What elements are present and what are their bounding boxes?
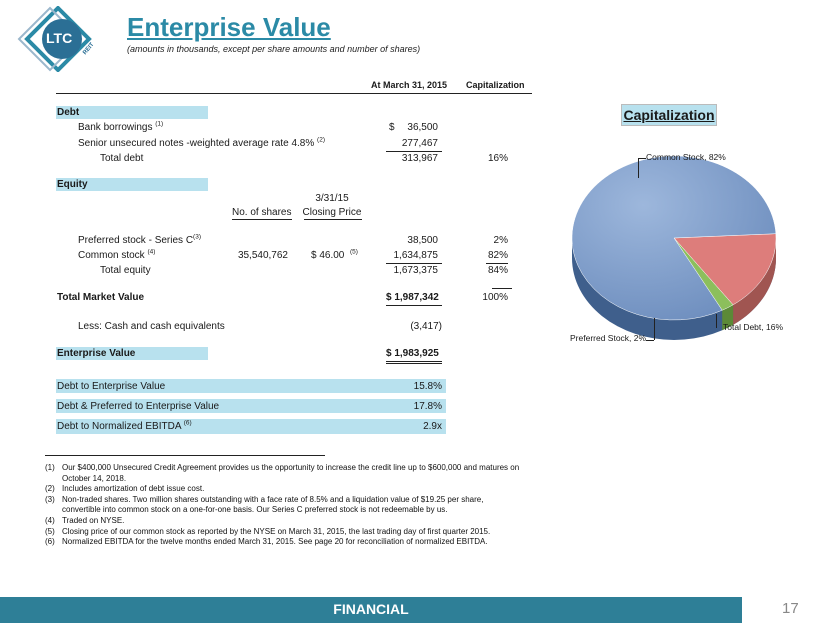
total-debt-label: Total debt: [100, 153, 144, 164]
ratio-label-3: Debt to Normalized EBITDA (6): [57, 419, 192, 432]
footnote-line: (3) Non-traded shares. Two million shares…: [45, 494, 484, 504]
total-market-value-pct: 100%: [482, 292, 508, 303]
equity-value-rule: [386, 263, 442, 264]
pie-leader-pref: [646, 340, 654, 341]
common-stock-shares: 35,540,762: [237, 250, 288, 261]
total-market-value-label: Total Market Value: [57, 292, 145, 303]
tmv-pct-top-rule: [492, 288, 512, 289]
footnote-line: (6) Normalized EBITDA for the twelve mont…: [45, 537, 488, 547]
total-debt-pct: 16%: [487, 153, 508, 164]
pie-leader-common-v: [638, 158, 639, 178]
equity-pct-rule: [486, 263, 508, 264]
cash-value: (3,417): [410, 321, 442, 332]
preferred-stock-pct: 2%: [493, 235, 508, 246]
footnote-line: October 14, 2018.: [62, 473, 127, 483]
common-stock-label: Common stock (4): [78, 248, 156, 261]
total-equity-value: 1,673,375: [393, 265, 439, 276]
header-rule: [56, 93, 532, 94]
bank-borrowings-value: 36,500: [407, 122, 438, 133]
pie-leader-common: [638, 158, 646, 159]
tmv-underline: [386, 305, 442, 306]
bank-borrowings-label: Bank borrowings (1): [78, 120, 164, 133]
pie-leader-pref-v: [654, 318, 655, 340]
debt-band: [56, 106, 208, 119]
ratio-value-2: 17.8%: [413, 401, 442, 412]
logo-text: LTC: [46, 30, 73, 46]
col-header-at-date: At March 31, 2015: [371, 80, 448, 90]
pie-leader-debt: [716, 314, 717, 328]
footnotes: (1) Our $400,000 Unsecured Credit Agreeme…: [45, 463, 519, 548]
enterprise-value-band: [56, 347, 208, 360]
common-stock-value: 1,634,875: [393, 250, 439, 261]
ratio-value-3: 2.9x: [423, 421, 442, 432]
preferred-stock-label: Preferred stock - Series C(3): [78, 233, 201, 246]
senior-notes-value: 277,467: [401, 138, 438, 149]
chart-title: Capitalization: [621, 104, 717, 126]
pie-side-pref: [722, 304, 734, 331]
pie-slice-common: [571, 155, 777, 321]
page-number: 17: [782, 600, 799, 617]
page-subtitle: (amounts in thousands, except per share …: [127, 44, 421, 54]
ratio-label-2: Debt & Preferred to Enterprise Value: [57, 401, 220, 412]
price-header-rule: [304, 219, 362, 220]
ratio-band-1: [56, 379, 446, 393]
ev-double-underline: [386, 361, 442, 364]
footnote-line: (1) Our $400,000 Unsecured Credit Agreeme…: [45, 463, 520, 472]
company-logo: LTC REIT: [10, 5, 110, 73]
ratio-value-1: 15.8%: [413, 381, 442, 392]
pie-label-common: Common Stock, 82%: [646, 152, 726, 162]
col-header-closing-price: Closing Price: [302, 207, 362, 218]
pie-side-debt: [733, 238, 776, 325]
common-stock-price: $ 46.00 (5): [311, 248, 358, 261]
total-market-value: $ 1,987,342: [386, 292, 439, 303]
footnote-line: (4) Traded on NYSE.: [45, 515, 125, 525]
col-header-price-date: 3/31/15: [315, 193, 349, 204]
footnote-line: (5) Closing price of our common stock as …: [45, 526, 491, 536]
col-header-shares: No. of shares: [232, 207, 292, 218]
senior-notes-label: Senior unsecured notes -weighted average…: [78, 136, 325, 149]
enterprise-value: $ 1,983,925: [386, 348, 439, 359]
ratio-band-3: [56, 419, 446, 434]
footnote-line: convertible into common stock on a one-f…: [62, 505, 448, 515]
cash-label: Less: Cash and cash equivalents: [78, 321, 225, 332]
footnote-line: (2) Includes amortization of debt issue c…: [45, 484, 205, 494]
bank-dollar-sign: $: [389, 122, 395, 133]
enterprise-value-label: Enterprise Value: [57, 348, 136, 359]
preferred-stock-value: 38,500: [407, 235, 438, 246]
total-debt-value: 313,967: [401, 153, 438, 164]
equity-band: [56, 178, 208, 191]
equity-section-label: Equity: [57, 179, 88, 190]
footer-bar: [0, 597, 742, 623]
common-stock-pct: 82%: [487, 250, 508, 261]
footnote-rule: [45, 455, 325, 456]
col-header-capitalization: Capitalization: [466, 80, 525, 90]
page-title: Enterprise Value: [127, 12, 331, 42]
ratio-band-2: [56, 399, 446, 413]
shares-header-rule: [232, 219, 292, 220]
total-equity-label: Total equity: [100, 265, 151, 276]
total-equity-pct: 84%: [487, 265, 508, 276]
notes-rule: [386, 151, 442, 152]
footer-section-label: FINANCIAL: [333, 601, 409, 617]
pie-slice-debt: [673, 233, 777, 306]
ratio-label-1: Debt to Enterprise Value: [57, 381, 166, 392]
pie-label-preferred: Preferred Stock, 2%: [570, 333, 647, 343]
debt-section-label: Debt: [57, 107, 80, 118]
capitalization-pie-chart: [571, 155, 777, 340]
pie-label-debt: Total Debt, 16%: [723, 322, 784, 332]
